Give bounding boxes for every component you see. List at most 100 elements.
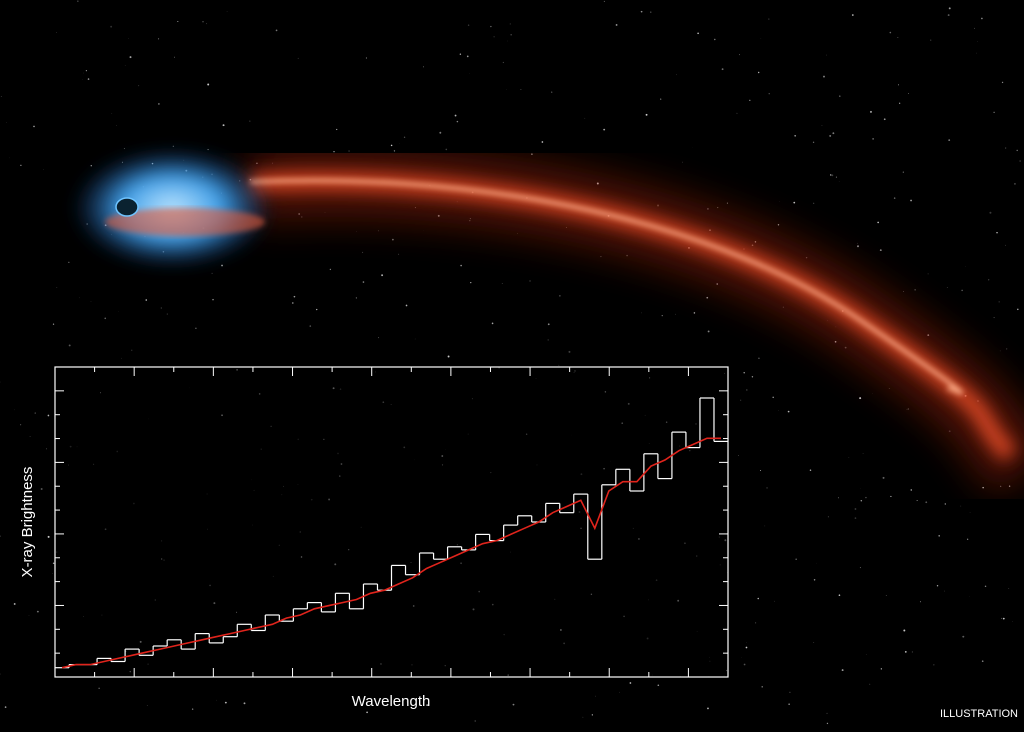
star bbox=[129, 56, 132, 59]
star bbox=[787, 410, 790, 413]
star bbox=[944, 590, 945, 592]
star bbox=[90, 165, 92, 167]
star bbox=[529, 280, 531, 282]
star bbox=[29, 436, 31, 437]
star bbox=[207, 83, 210, 86]
star bbox=[999, 350, 1001, 352]
star bbox=[882, 476, 885, 479]
star bbox=[848, 457, 850, 458]
star bbox=[619, 691, 620, 693]
star bbox=[933, 664, 935, 666]
star bbox=[851, 14, 854, 16]
star bbox=[454, 114, 457, 117]
star bbox=[789, 691, 791, 693]
star bbox=[859, 567, 861, 569]
star bbox=[87, 78, 90, 80]
star bbox=[398, 253, 400, 255]
star bbox=[56, 32, 57, 33]
star bbox=[854, 508, 857, 510]
star bbox=[470, 281, 472, 284]
star bbox=[911, 651, 913, 653]
star bbox=[506, 88, 507, 90]
star bbox=[914, 289, 916, 291]
star bbox=[660, 98, 662, 100]
accretion-disk bbox=[72, 148, 272, 268]
star bbox=[520, 89, 522, 90]
star bbox=[1005, 147, 1007, 149]
star bbox=[584, 117, 586, 119]
star bbox=[826, 722, 829, 725]
star bbox=[297, 57, 299, 59]
star bbox=[221, 264, 223, 267]
star bbox=[936, 585, 939, 587]
star bbox=[559, 295, 561, 297]
star bbox=[758, 357, 760, 359]
star bbox=[603, 0, 605, 2]
star bbox=[889, 31, 892, 34]
star bbox=[456, 120, 459, 123]
star bbox=[22, 573, 25, 576]
star bbox=[459, 53, 462, 55]
star bbox=[707, 330, 710, 333]
star bbox=[191, 708, 194, 710]
star bbox=[829, 134, 832, 137]
star bbox=[20, 164, 22, 166]
star bbox=[743, 372, 745, 374]
star bbox=[872, 138, 874, 140]
star bbox=[714, 38, 716, 41]
star bbox=[160, 307, 162, 309]
star bbox=[460, 264, 462, 267]
star bbox=[1016, 149, 1018, 152]
star bbox=[902, 171, 904, 173]
star bbox=[919, 601, 921, 603]
star bbox=[439, 131, 442, 134]
star bbox=[809, 469, 812, 471]
model-line bbox=[61, 437, 721, 669]
star bbox=[903, 291, 904, 292]
star bbox=[854, 517, 857, 519]
y-axis-label: X-ray Brightness bbox=[19, 467, 36, 578]
star bbox=[897, 84, 899, 86]
star bbox=[908, 93, 909, 94]
star bbox=[826, 712, 828, 714]
star bbox=[224, 701, 227, 704]
star bbox=[726, 202, 728, 204]
plot-area bbox=[55, 397, 728, 669]
star bbox=[903, 629, 906, 632]
star bbox=[68, 261, 70, 263]
star bbox=[640, 10, 643, 13]
star bbox=[33, 125, 35, 128]
star bbox=[43, 169, 44, 171]
star bbox=[6, 122, 7, 123]
star bbox=[90, 301, 92, 302]
star bbox=[34, 412, 36, 414]
star bbox=[422, 66, 424, 68]
star bbox=[98, 687, 100, 690]
star bbox=[138, 85, 140, 87]
star bbox=[736, 112, 738, 114]
star bbox=[501, 283, 503, 284]
star bbox=[966, 538, 969, 540]
star bbox=[856, 245, 859, 248]
star bbox=[309, 325, 312, 327]
star bbox=[1008, 587, 1010, 589]
star bbox=[123, 147, 125, 150]
star bbox=[157, 38, 160, 40]
star bbox=[910, 199, 912, 202]
star bbox=[541, 141, 544, 143]
star bbox=[788, 703, 790, 705]
star bbox=[888, 388, 890, 390]
star bbox=[645, 113, 648, 116]
star bbox=[52, 562, 55, 564]
star bbox=[0, 95, 2, 98]
star bbox=[899, 102, 901, 104]
star bbox=[40, 487, 43, 490]
star bbox=[466, 55, 469, 58]
star bbox=[739, 54, 740, 56]
star bbox=[195, 327, 197, 329]
star bbox=[166, 313, 168, 315]
star bbox=[766, 487, 768, 489]
star bbox=[925, 501, 928, 504]
star bbox=[795, 558, 797, 560]
star bbox=[377, 230, 379, 232]
